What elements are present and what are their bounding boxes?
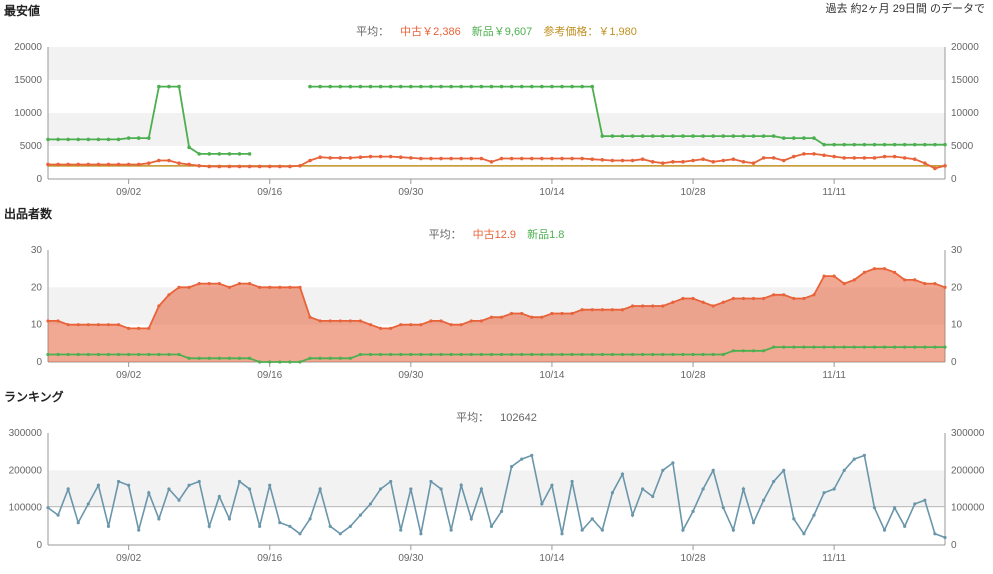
svg-text:15000: 15000 <box>14 75 42 86</box>
svg-text:5000: 5000 <box>951 141 974 152</box>
svg-text:10/28: 10/28 <box>681 370 706 381</box>
svg-text:10000: 10000 <box>14 108 42 119</box>
svg-text:10/28: 10/28 <box>681 187 706 198</box>
legend-used: 中古12.9 <box>473 229 516 241</box>
svg-text:11/11: 11/11 <box>822 553 846 564</box>
svg-text:0: 0 <box>36 540 42 551</box>
price-chart-block: 最安値 平均： 中古￥2,386 新品￥9,607 参考価格：￥1,980 00… <box>0 0 993 201</box>
svg-text:09/30: 09/30 <box>398 553 423 564</box>
sellers-chart-legend: 平均： 中古12.9 新品1.8 <box>0 224 993 244</box>
legend-new: 新品￥9,607 <box>472 26 533 38</box>
svg-text:09/02: 09/02 <box>116 553 141 564</box>
svg-text:09/02: 09/02 <box>116 187 141 198</box>
svg-text:09/30: 09/30 <box>398 187 423 198</box>
svg-text:10/28: 10/28 <box>681 553 706 564</box>
svg-text:20000: 20000 <box>14 42 42 53</box>
legend-avg-label: 平均： <box>429 229 462 241</box>
legend-avg-label: 平均： <box>356 26 389 38</box>
svg-text:09/16: 09/16 <box>257 553 282 564</box>
legend-ref: 参考価格：￥1,980 <box>543 26 637 38</box>
svg-text:11/11: 11/11 <box>822 370 846 381</box>
svg-text:0: 0 <box>951 540 957 551</box>
svg-text:300000: 300000 <box>9 428 43 439</box>
period-note: 過去 約2ヶ月 29日間 のデータで <box>825 0 985 16</box>
svg-text:09/16: 09/16 <box>257 187 282 198</box>
svg-text:0: 0 <box>36 357 42 368</box>
svg-text:10: 10 <box>31 320 43 331</box>
dashboard: 過去 約2ヶ月 29日間 のデータで 最安値 平均： 中古￥2,386 新品￥9… <box>0 0 993 567</box>
svg-text:200000: 200000 <box>9 465 43 476</box>
svg-text:30: 30 <box>951 245 963 256</box>
svg-text:200000: 200000 <box>951 465 985 476</box>
ranking-chart-legend: 平均： 102642 <box>0 407 993 427</box>
svg-text:09/16: 09/16 <box>257 370 282 381</box>
svg-text:10000: 10000 <box>951 108 979 119</box>
sellers-chart-title: 出品者数 <box>0 203 993 224</box>
svg-text:0: 0 <box>951 174 957 185</box>
svg-text:15000: 15000 <box>951 75 979 86</box>
price-chart-legend: 平均： 中古￥2,386 新品￥9,607 参考価格：￥1,980 <box>0 21 993 41</box>
legend-rank-avg: 102642 <box>500 412 537 424</box>
ranking-chart-svg: 0 0 100000 100000 200000 200000 300000 300000 09… <box>0 427 993 567</box>
ranking-chart-block: ランキング 平均： 102642 0 0 100000 100000 200000 200… <box>0 386 993 567</box>
svg-text:10/14: 10/14 <box>539 370 564 381</box>
svg-text:100000: 100000 <box>9 503 43 514</box>
svg-text:10/14: 10/14 <box>539 187 564 198</box>
legend-avg-label: 平均： <box>456 412 489 424</box>
ranking-chart-title: ランキング <box>0 386 993 407</box>
svg-text:11/11: 11/11 <box>822 187 846 198</box>
svg-text:20: 20 <box>951 282 963 293</box>
svg-text:09/02: 09/02 <box>116 370 141 381</box>
svg-text:300000: 300000 <box>951 428 985 439</box>
legend-new: 新品1.8 <box>527 229 564 241</box>
legend-used: 中古￥2,386 <box>400 26 461 38</box>
sellers-chart-block: 出品者数 平均： 中古12.9 新品1.8 0 0 10 10 20 20 30 30 09/0… <box>0 203 993 384</box>
svg-text:10/14: 10/14 <box>539 553 564 564</box>
svg-text:0: 0 <box>36 174 42 185</box>
svg-text:30: 30 <box>31 245 43 256</box>
svg-text:100000: 100000 <box>951 503 985 514</box>
svg-text:20: 20 <box>31 282 43 293</box>
svg-text:10: 10 <box>951 320 963 331</box>
price-chart-svg: 0 0 5000 5000 10000 10000 15000 15000 20000 20000… <box>0 41 993 201</box>
svg-text:0: 0 <box>951 357 957 368</box>
svg-text:09/30: 09/30 <box>398 370 423 381</box>
svg-text:20000: 20000 <box>951 42 979 53</box>
sellers-chart-svg: 0 0 10 10 20 20 30 30 09/02 09/16 09/30 10/14 10/28 1… <box>0 244 993 384</box>
svg-text:5000: 5000 <box>20 141 43 152</box>
